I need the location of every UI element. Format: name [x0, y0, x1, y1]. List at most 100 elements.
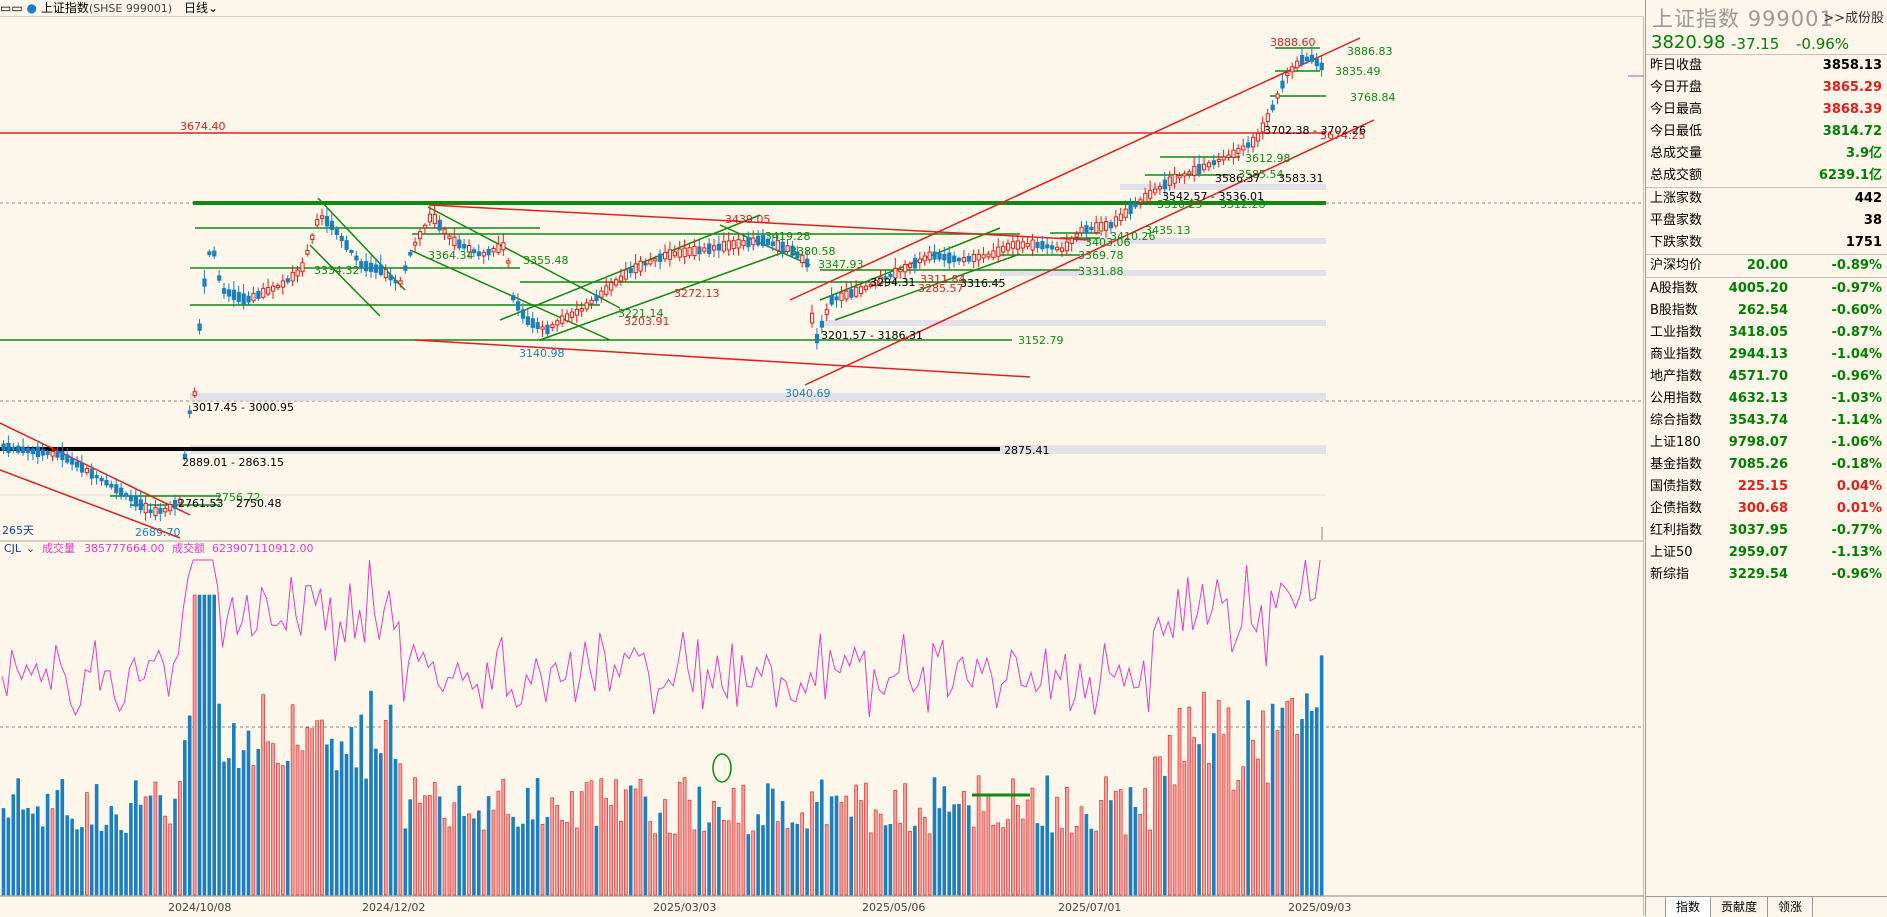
candle-body	[305, 249, 310, 255]
indices-row[interactable]: 新综指 3229.54 -0.96%	[1646, 564, 1887, 586]
candle-body	[378, 264, 383, 276]
volume-bar	[26, 807, 30, 896]
indices-pct: -1.13%	[1831, 545, 1883, 560]
volume-bar	[1, 808, 6, 896]
candle-body	[40, 449, 45, 456]
volume-bar	[707, 822, 711, 896]
indices-row[interactable]: 商业指数 2944.13 -1.04%	[1646, 344, 1887, 366]
volume-bar	[192, 594, 197, 896]
volume-bar	[212, 594, 216, 896]
indices-pct: -1.06%	[1831, 435, 1883, 450]
x-tick: 2025/09/03	[1288, 901, 1351, 914]
volume-bar	[187, 715, 192, 896]
candle-body	[1084, 225, 1089, 234]
volume-bar	[584, 782, 589, 896]
indices-row[interactable]: 国债指数 225.15 0.04%	[1646, 476, 1887, 498]
stats-row[interactable]: 总成交量 3.9亿	[1646, 143, 1887, 165]
stats-label: 昨日收盘	[1650, 58, 1703, 73]
volume-bar	[40, 826, 45, 896]
candle-body	[138, 499, 143, 511]
volume-bar	[1310, 710, 1314, 896]
indices-value: 262.54	[1737, 303, 1788, 318]
indices-row[interactable]: 企债指数 300.68 0.01%	[1646, 498, 1887, 520]
indices-row[interactable]: 基金指数 7085.26 -0.18%	[1646, 454, 1887, 476]
indices-row[interactable]: 公用指数 4632.13 -1.03%	[1646, 388, 1887, 410]
candle-body	[1206, 162, 1212, 168]
candle-body	[1025, 242, 1030, 248]
volume-bar	[1319, 655, 1324, 896]
candle-body	[202, 278, 207, 287]
tab-index[interactable]: 指数	[1665, 897, 1712, 917]
window-toggle-icon[interactable]: ▭▭	[0, 1, 23, 15]
volume-bar	[658, 812, 662, 896]
candle-body	[158, 507, 163, 514]
stats-row[interactable]: 今日最低 3814.72	[1646, 121, 1887, 143]
label-3586: 3586.37	[1215, 172, 1261, 185]
trend-channels	[0, 37, 1375, 539]
constituents-link[interactable]: >>成份股	[1823, 11, 1884, 26]
volume-bar	[472, 818, 476, 896]
stats-row[interactable]: 昨日收盘 3858.13	[1646, 55, 1887, 77]
candle-body	[1123, 208, 1128, 218]
candle-body	[795, 251, 800, 259]
volume-bar	[824, 824, 829, 896]
volume-bar	[996, 822, 1001, 896]
volume-bar	[241, 750, 246, 896]
breadth-row[interactable]: 上涨家数 442	[1646, 188, 1887, 210]
label-3542: 3542.57 - 3536.01	[1162, 190, 1264, 203]
indices-row[interactable]: 红利指数 3037.95 -0.77%	[1646, 520, 1887, 542]
volume-bar	[648, 821, 653, 896]
label-2756: 2756.72	[215, 491, 261, 504]
tab-leaders[interactable]: 领涨	[1768, 897, 1814, 917]
indices-label: 企债指数	[1650, 501, 1703, 516]
breadth-row[interactable]: 下跌家数 1751	[1646, 232, 1887, 254]
volume-bar	[692, 829, 697, 896]
candle-body	[520, 309, 526, 319]
volume-bar	[1163, 775, 1167, 896]
label-3835: 3835.49	[1335, 65, 1381, 78]
stats-row[interactable]: 总成交额 6239.1亿	[1646, 165, 1887, 187]
candle-body	[1216, 159, 1221, 163]
volume-bar	[80, 827, 84, 896]
volume-bar	[1099, 800, 1103, 896]
indices-row[interactable]: 上证50 2959.07 -1.13%	[1646, 542, 1887, 564]
indices-row[interactable]: 上证180 9798.07 -1.06%	[1646, 432, 1887, 454]
indices-pct: -0.97%	[1831, 281, 1883, 296]
indicator-name[interactable]: CJL	[4, 542, 22, 555]
period-selector[interactable]: 日线⌄	[184, 1, 218, 15]
volume-bar	[756, 814, 760, 896]
volume-bar	[55, 790, 60, 896]
indices-pct: -0.18%	[1831, 457, 1883, 472]
candle-body	[334, 228, 339, 235]
volume-bar	[878, 813, 883, 896]
volume-bar	[800, 812, 805, 896]
candle-body	[898, 269, 903, 273]
volume-bar	[207, 594, 212, 896]
volume-bar	[1216, 700, 1221, 896]
breadth-row[interactable]: 平盘家数 38	[1646, 210, 1887, 232]
volume-bar	[315, 720, 319, 896]
indices-row[interactable]: 工业指数 3418.05 -0.87%	[1646, 322, 1887, 344]
tab-contribution[interactable]: 贡献度	[1711, 897, 1769, 917]
volume-bar	[834, 795, 839, 896]
indices-row[interactable]: A股指数 4005.20 -0.97%	[1646, 278, 1887, 300]
volume-bar	[1040, 825, 1045, 896]
stats-row[interactable]: 今日最高 3868.39	[1646, 99, 1887, 121]
indices-row[interactable]: 地产指数 4571.70 -0.96%	[1646, 366, 1887, 388]
volume-bar	[1114, 791, 1118, 896]
amount-label: 成交额	[172, 541, 205, 555]
indices-row[interactable]: B股指数 262.54 -0.60%	[1646, 300, 1887, 322]
candle-body	[84, 468, 90, 474]
candle-body	[236, 291, 241, 302]
indicator-dropdown-icon[interactable]: ⌄	[26, 542, 35, 555]
indices-row[interactable]: 综合指数 3543.74 -1.14%	[1646, 410, 1887, 432]
candle-body	[903, 264, 908, 273]
candle-body	[1055, 246, 1060, 251]
panel-tabs: 指数 贡献度 领涨	[1645, 896, 1887, 917]
kline-chart[interactable]: 3674.40 3888.60 3886.83 3835.49 3768.84 …	[0, 0, 1644, 916]
label-3674b: 3674.25	[1320, 129, 1366, 142]
candle-body	[658, 253, 663, 262]
stats-row[interactable]: 今日开盘 3865.29	[1646, 77, 1887, 99]
volume-bar	[604, 798, 609, 896]
volume-bar	[1133, 806, 1138, 896]
